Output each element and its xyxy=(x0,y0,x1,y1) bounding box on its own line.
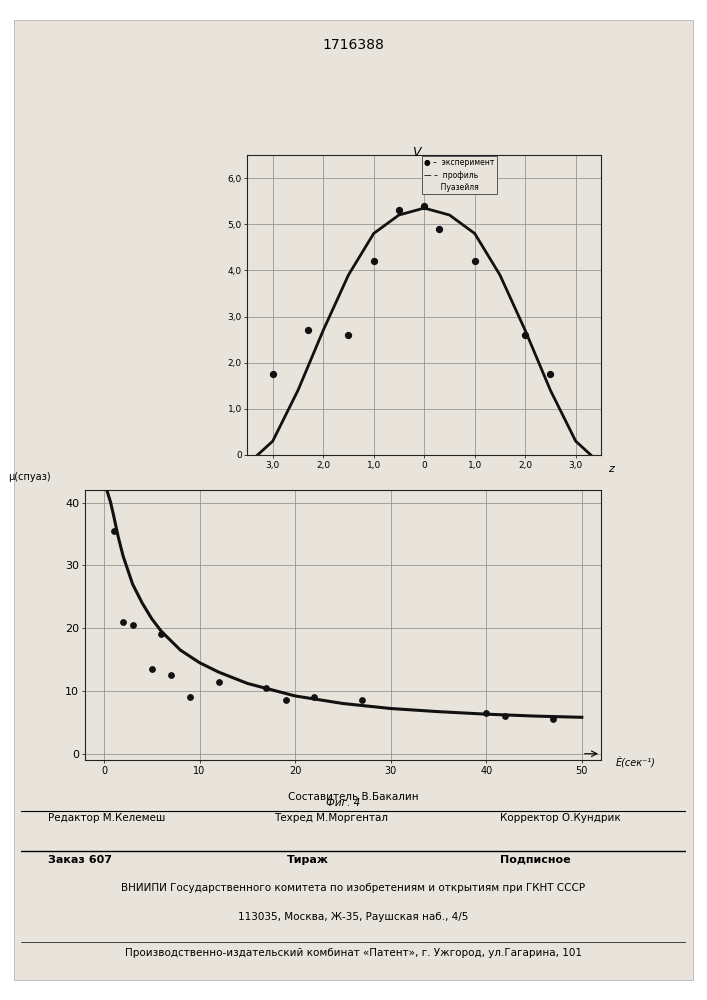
Point xyxy=(127,617,139,633)
Point xyxy=(108,523,119,539)
Text: 113035, Москва, Ж-35, Раушская наб., 4/5: 113035, Москва, Ж-35, Раушская наб., 4/5 xyxy=(238,912,469,922)
Point xyxy=(419,198,430,214)
Point xyxy=(185,689,196,705)
Point xyxy=(117,614,129,630)
Text: Производственно-издательский комбинат «Патент», г. Ужгород, ул.Гагарина, 101: Производственно-издательский комбинат «П… xyxy=(125,948,582,958)
Point xyxy=(280,692,291,708)
Point xyxy=(433,221,445,237)
Point xyxy=(481,705,492,721)
Point xyxy=(500,708,511,724)
Point xyxy=(267,366,279,382)
Point xyxy=(545,366,556,382)
Point xyxy=(547,711,559,727)
Text: Тираж: Тираж xyxy=(287,855,329,865)
Text: ● –  эксперимент
— –  профиль
       Пуазейля: ● – эксперимент — – профиль Пуазейля xyxy=(424,158,495,192)
Text: z: z xyxy=(608,464,614,474)
Text: Редактор М.Келемеш: Редактор М.Келемеш xyxy=(48,813,165,823)
Point xyxy=(308,689,320,705)
Point xyxy=(368,253,380,269)
Point xyxy=(213,674,224,690)
Point xyxy=(393,202,404,218)
Point xyxy=(469,253,480,269)
Text: Заказ 607: Заказ 607 xyxy=(48,855,112,865)
Point xyxy=(520,327,531,343)
Text: Подписное: Подписное xyxy=(500,855,571,865)
Text: Фиг. 3: Фиг. 3 xyxy=(407,491,441,501)
Text: Техред М.Моргентал: Техред М.Моргентал xyxy=(274,813,387,823)
Point xyxy=(165,667,177,683)
Text: Составитель В.Бакалин: Составитель В.Бакалин xyxy=(288,792,419,802)
Text: ВНИИПИ Государственного комитета по изобретениям и открытиям при ГКНТ СССР: ВНИИПИ Государственного комитета по изоб… xyxy=(122,883,585,893)
Point xyxy=(261,680,272,696)
Point xyxy=(343,327,354,343)
Text: 1716388: 1716388 xyxy=(322,38,385,52)
Point xyxy=(156,626,167,642)
Text: V: V xyxy=(412,146,421,159)
Text: μ(спуаз): μ(спуаз) xyxy=(8,472,51,482)
Point xyxy=(356,692,368,708)
Text: Корректор О.Кундрик: Корректор О.Кундрик xyxy=(500,813,621,823)
Text: Фиг. 4: Фиг. 4 xyxy=(326,798,360,808)
Text: Ė(сек⁻¹): Ė(сек⁻¹) xyxy=(615,757,655,769)
Point xyxy=(146,661,158,677)
Point xyxy=(303,322,314,338)
